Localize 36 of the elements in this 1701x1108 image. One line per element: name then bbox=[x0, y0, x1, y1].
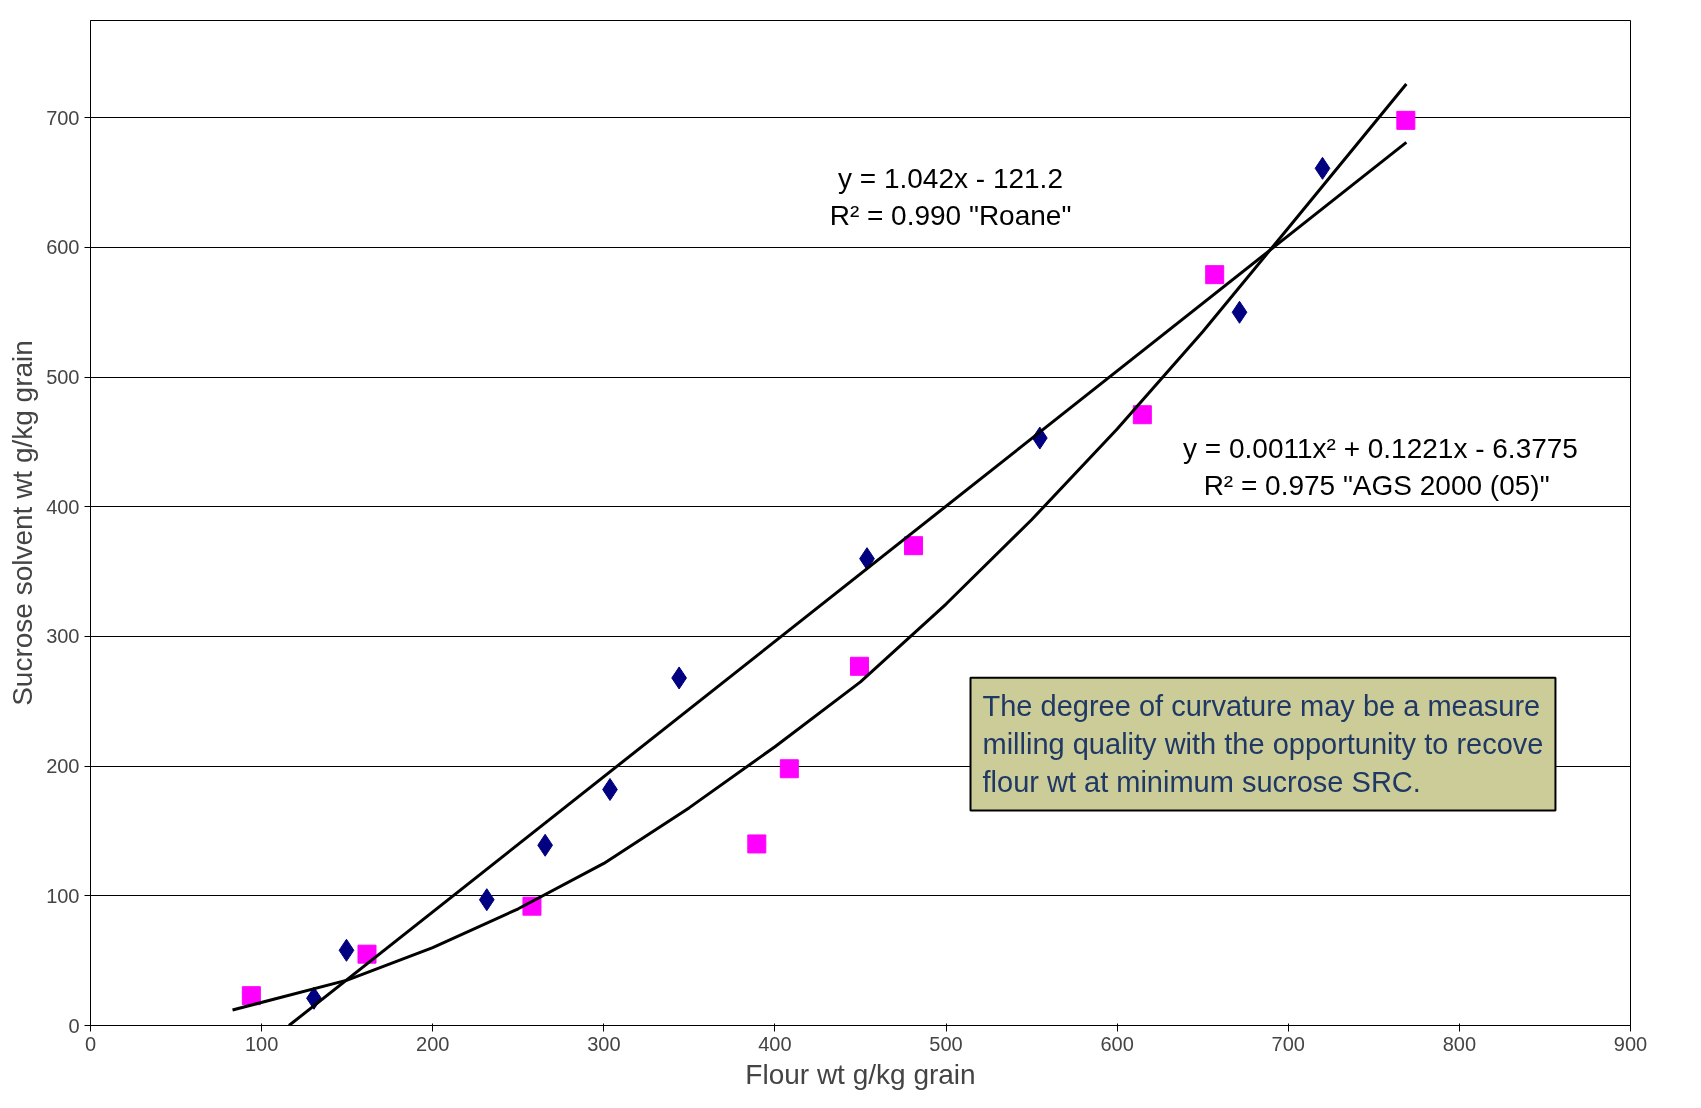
annotation: y = 0.0011x² + 0.1221x - 6.3775 R² = 0.975 "AGS 2000 (05)" bbox=[1183, 433, 1578, 502]
x-tick-label: 200 bbox=[416, 1032, 450, 1055]
y-tick-label: 0 bbox=[68, 1014, 80, 1037]
point bbox=[747, 834, 767, 854]
y-tick-label: 200 bbox=[46, 755, 80, 778]
y-axis-title: Sucrose solvent wt g/kg grain bbox=[7, 340, 39, 706]
y-tick-label: 600 bbox=[46, 236, 80, 259]
point bbox=[1396, 110, 1416, 130]
point bbox=[241, 986, 261, 1006]
point bbox=[1132, 405, 1152, 425]
x-tick-label: 600 bbox=[1100, 1032, 1134, 1055]
x-tick-label: 0 bbox=[84, 1032, 97, 1055]
point bbox=[904, 536, 924, 556]
y-tick-label: 500 bbox=[46, 366, 80, 389]
point bbox=[1205, 265, 1225, 285]
point bbox=[357, 944, 377, 964]
y-tick-label: 100 bbox=[46, 884, 80, 907]
annotation: y = 1.042x - 121.2 R² = 0.990 "Roane" bbox=[829, 163, 1072, 232]
y-tick-label: 400 bbox=[46, 495, 80, 518]
x-tick-label: 100 bbox=[244, 1032, 279, 1055]
annotation: The degree of curvature may be a measure milling quality with the opportunity to recove flour wt at minimum sucrose SRC. bbox=[982, 689, 1544, 799]
y-tick-label: 300 bbox=[46, 625, 80, 648]
point bbox=[478, 888, 495, 912]
x-tick-label: 700 bbox=[1271, 1032, 1305, 1055]
point bbox=[779, 759, 799, 779]
x-tick-label: 900 bbox=[1613, 1032, 1648, 1055]
point bbox=[1231, 300, 1248, 324]
x-tick-label: 300 bbox=[587, 1032, 621, 1055]
point bbox=[338, 938, 355, 962]
y-tick-label: 700 bbox=[46, 106, 80, 129]
point bbox=[849, 656, 869, 676]
point bbox=[1314, 156, 1331, 180]
x-tick-label: 500 bbox=[929, 1032, 963, 1055]
x-tick-label: 800 bbox=[1442, 1032, 1477, 1055]
x-axis-title: Flour wt g/kg grain bbox=[745, 1058, 976, 1090]
x-tick-label: 400 bbox=[758, 1032, 792, 1055]
